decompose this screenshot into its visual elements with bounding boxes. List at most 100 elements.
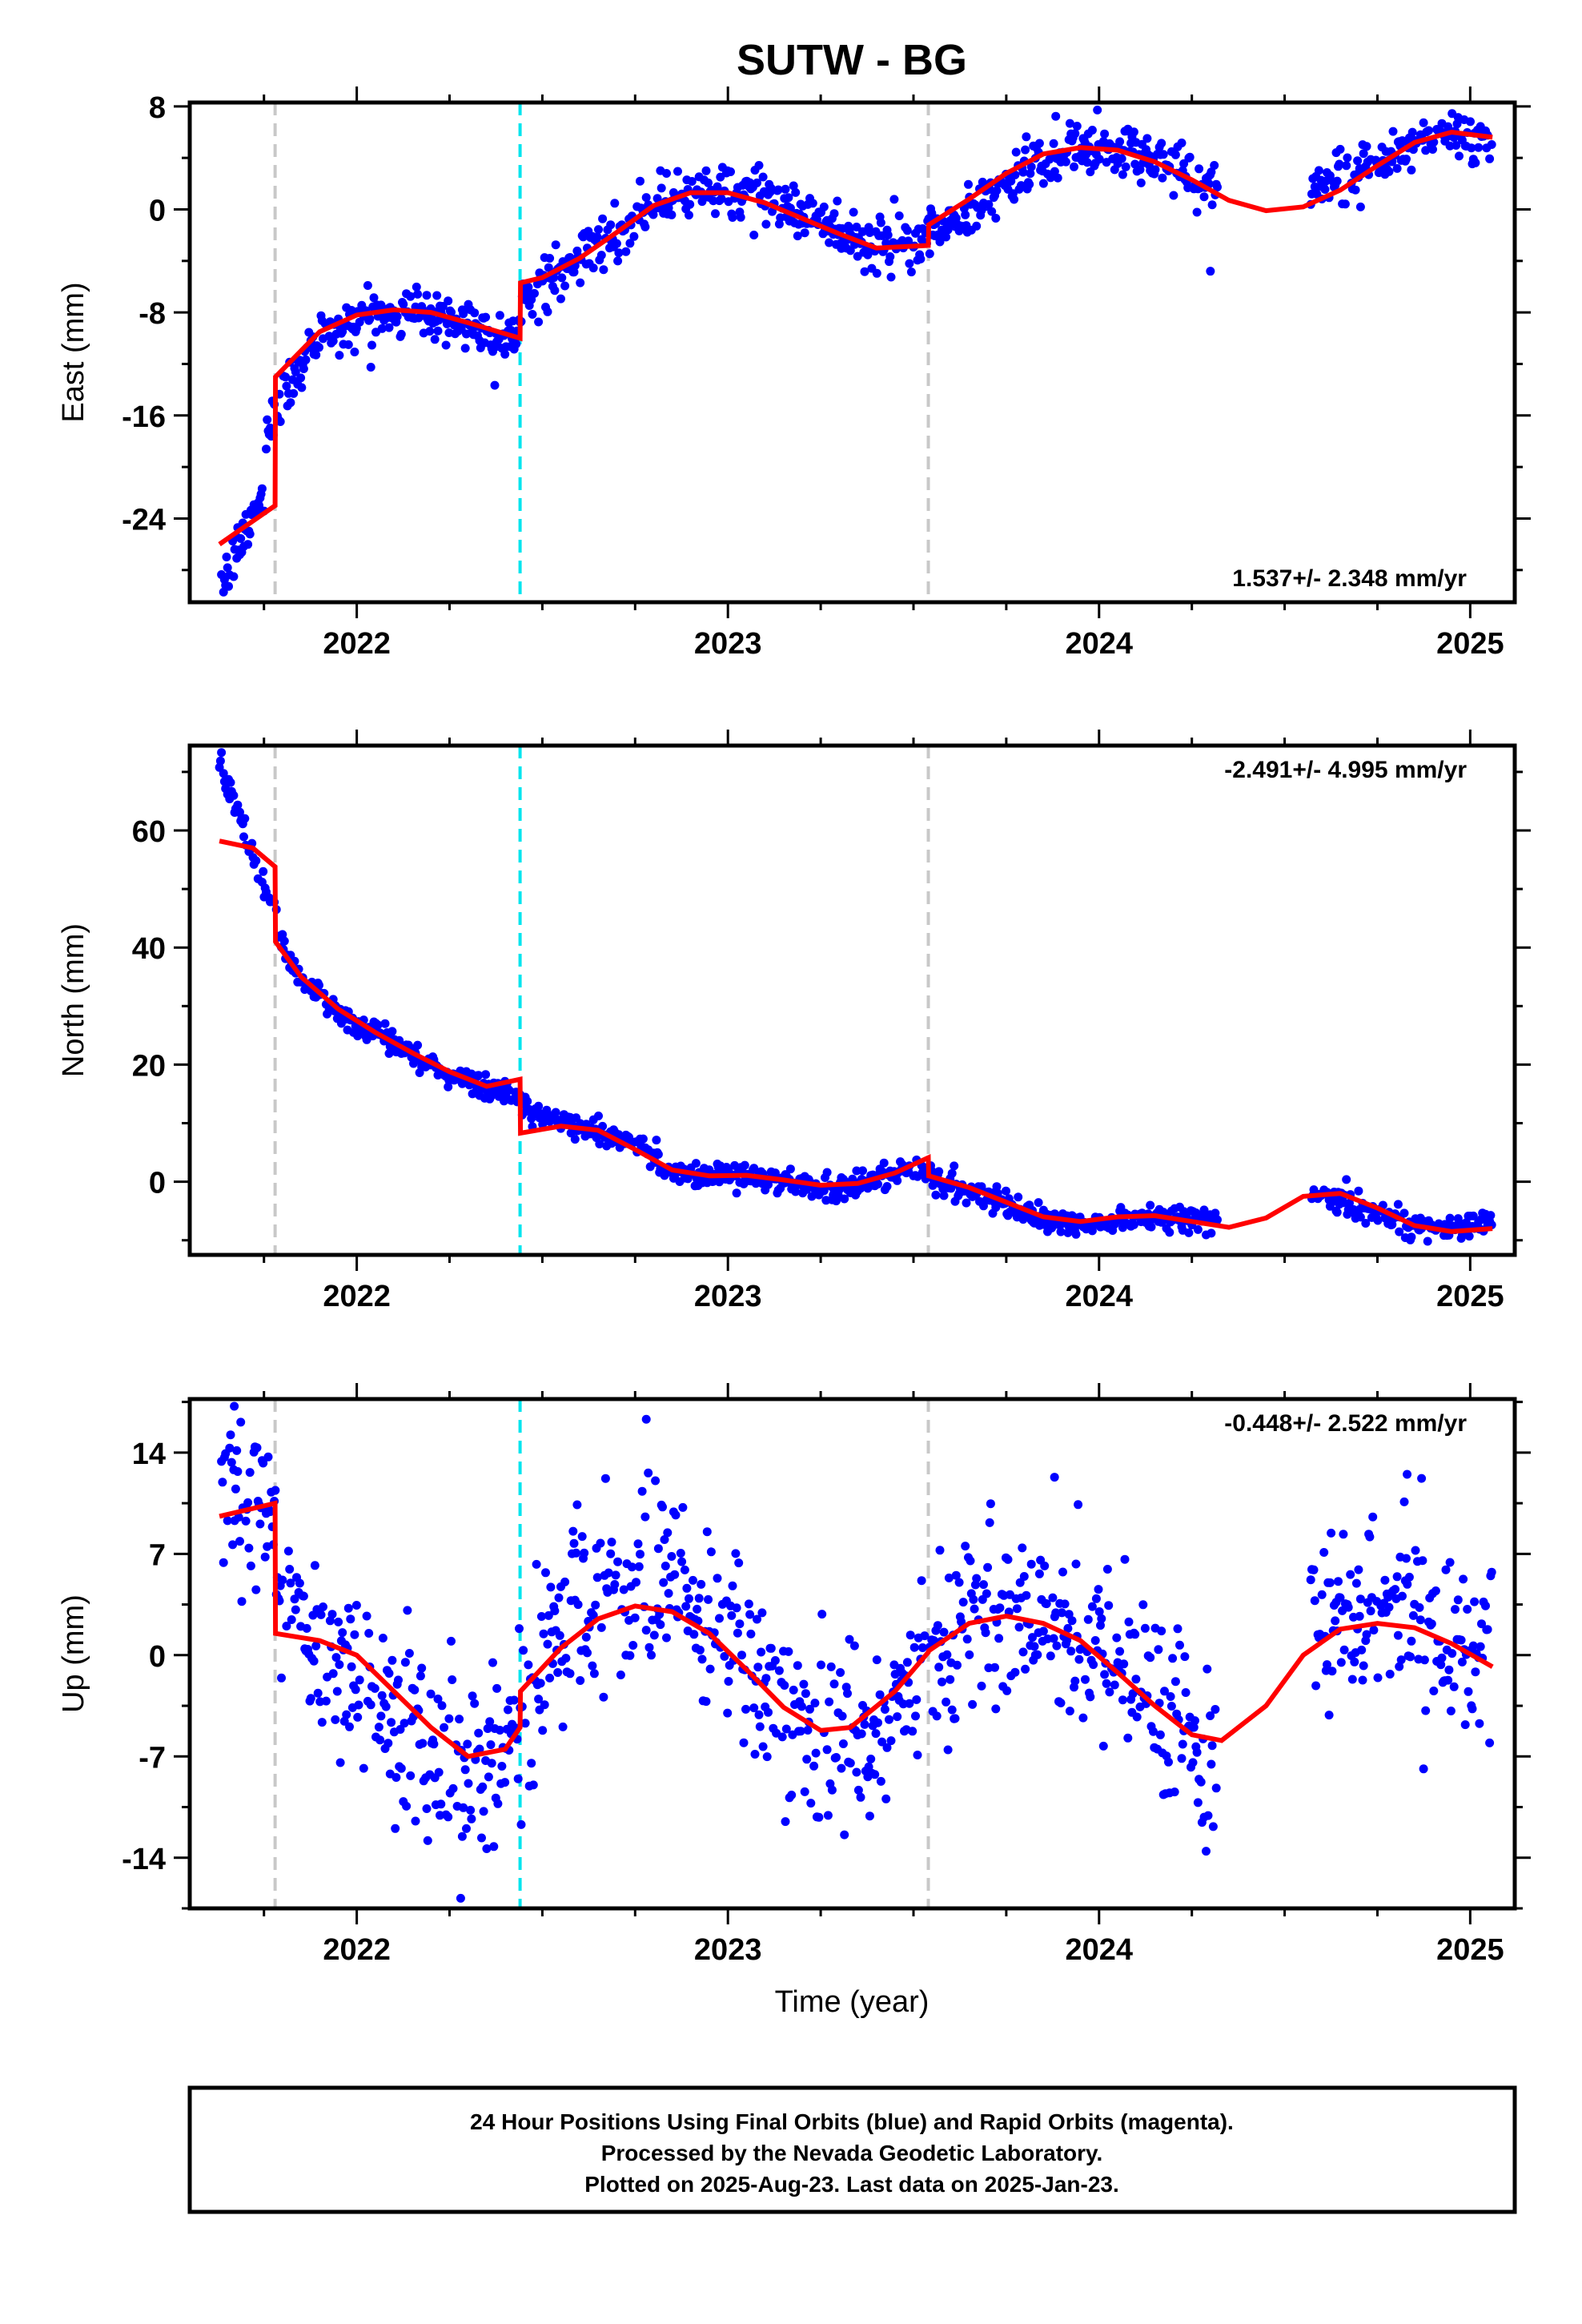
- data-point: [825, 238, 834, 247]
- data-point: [462, 1823, 471, 1833]
- data-point: [406, 1771, 416, 1780]
- data-point: [613, 256, 623, 266]
- data-point: [1026, 162, 1036, 171]
- data-point: [944, 1573, 954, 1582]
- data-point: [551, 1108, 560, 1117]
- data-point: [1010, 170, 1020, 179]
- data-point: [968, 1699, 978, 1709]
- data-point: [1132, 1712, 1142, 1722]
- data-point: [240, 814, 250, 823]
- x-tick-label: 2025: [1436, 1933, 1504, 1967]
- data-point: [966, 1556, 975, 1566]
- data-point: [1443, 1675, 1453, 1685]
- data-point: [255, 1519, 265, 1529]
- data-point: [805, 1704, 814, 1714]
- data-point: [604, 1568, 613, 1578]
- data-point: [691, 1159, 701, 1168]
- data-point: [387, 1027, 397, 1036]
- data-point: [664, 1589, 673, 1598]
- x-tick-label: 2022: [323, 1933, 391, 1967]
- data-point: [662, 169, 671, 178]
- data-point: [1129, 127, 1138, 137]
- data-point: [656, 183, 666, 193]
- data-point: [500, 349, 510, 359]
- data-point: [1014, 1622, 1024, 1632]
- data-point: [455, 1715, 464, 1724]
- data-point: [577, 1532, 587, 1542]
- data-point: [260, 1552, 270, 1562]
- data-point: [1418, 1556, 1427, 1566]
- data-point: [843, 1689, 852, 1699]
- data-point: [536, 1679, 545, 1688]
- data-point: [1202, 1847, 1211, 1856]
- data-point: [236, 534, 246, 543]
- data-point: [1129, 1220, 1138, 1229]
- data-point: [241, 1516, 251, 1526]
- data-point: [1470, 1597, 1480, 1606]
- data-point: [391, 1823, 400, 1833]
- data-point: [1345, 1198, 1354, 1208]
- data-point: [400, 1658, 410, 1667]
- data-point: [481, 312, 491, 322]
- y-tick-label: 20: [132, 1049, 166, 1083]
- data-point: [1087, 126, 1097, 135]
- data-point: [1347, 1675, 1357, 1684]
- data-point: [770, 1656, 780, 1665]
- data-point: [764, 1707, 773, 1717]
- data-point: [598, 1121, 608, 1131]
- data-point: [744, 1599, 753, 1609]
- data-point: [1487, 1567, 1496, 1577]
- data-point: [418, 1739, 428, 1748]
- y-axis-label: North (mm): [57, 923, 90, 1077]
- data-point: [1096, 1621, 1105, 1630]
- data-point: [1402, 155, 1411, 164]
- panels: 2022 2023 2024 2025 8 0 -8 -16 -24 East (mm) 1.537…: [57, 86, 1531, 1967]
- data-point: [576, 278, 585, 287]
- data-point: [852, 223, 861, 231]
- data-point: [981, 1628, 990, 1638]
- data-point: [1140, 1623, 1150, 1633]
- data-point: [734, 1558, 744, 1568]
- data-point: [1471, 158, 1480, 167]
- data-point: [629, 231, 639, 241]
- data-point: [1362, 142, 1371, 151]
- data-point: [838, 1739, 848, 1748]
- data-point: [1025, 179, 1034, 189]
- data-point: [724, 1677, 733, 1686]
- data-point: [495, 1726, 504, 1735]
- data-point: [1373, 1216, 1383, 1225]
- data-point: [916, 254, 926, 263]
- data-point: [1120, 1554, 1130, 1564]
- outlier-point: [1206, 267, 1215, 276]
- data-point: [468, 1691, 477, 1701]
- data-point: [797, 1702, 806, 1711]
- data-point: [644, 1468, 653, 1478]
- data-point: [1391, 1585, 1400, 1594]
- data-point: [787, 1791, 797, 1799]
- data-point: [913, 1751, 922, 1759]
- data-point: [384, 1049, 394, 1058]
- data-point: [343, 340, 353, 349]
- data-point: [1421, 146, 1431, 155]
- data-point: [991, 1203, 1001, 1212]
- data-point: [1010, 195, 1019, 204]
- data-point: [711, 209, 720, 219]
- data-point: [1119, 1659, 1129, 1669]
- data-point: [906, 267, 916, 277]
- data-point: [704, 1594, 713, 1604]
- data-point: [1082, 158, 1092, 167]
- data-point: [374, 1723, 383, 1732]
- data-point: [544, 1610, 553, 1620]
- data-point: [599, 265, 608, 275]
- data-point: [544, 263, 553, 272]
- data-point: [641, 1626, 651, 1635]
- data-point: [1335, 144, 1345, 154]
- data-point: [301, 355, 311, 364]
- data-point: [315, 343, 323, 352]
- data-point: [545, 254, 555, 263]
- data-point: [612, 239, 621, 248]
- data-point: [661, 1562, 670, 1570]
- rate-label: -2.491+/- 4.995 mm/yr: [1224, 757, 1467, 783]
- data-point: [484, 1772, 493, 1782]
- data-point: [591, 1600, 600, 1610]
